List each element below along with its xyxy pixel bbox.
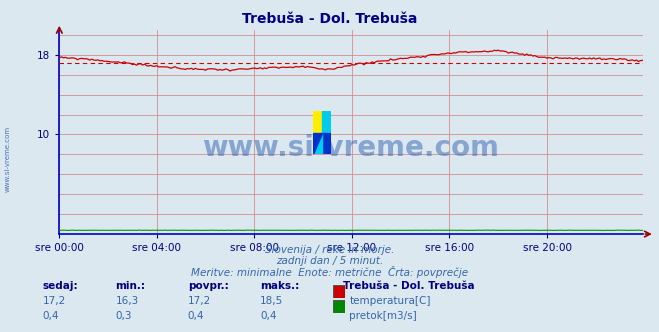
Text: Trebuša - Dol. Trebuša: Trebuša - Dol. Trebuša <box>242 12 417 26</box>
Text: 16,3: 16,3 <box>115 296 138 306</box>
Text: Slovenija / reke in morje.: Slovenija / reke in morje. <box>265 245 394 255</box>
Bar <box>313 111 322 133</box>
Text: Trebuša - Dol. Trebuša: Trebuša - Dol. Trebuša <box>343 281 474 290</box>
Text: min.:: min.: <box>115 281 146 290</box>
Text: maks.:: maks.: <box>260 281 300 290</box>
Text: 0,4: 0,4 <box>43 311 59 321</box>
Bar <box>322 111 331 133</box>
Polygon shape <box>313 133 322 154</box>
Polygon shape <box>313 133 322 154</box>
Text: Meritve: minimalne  Enote: metrične  Črta: povprečje: Meritve: minimalne Enote: metrične Črta:… <box>191 266 468 278</box>
Bar <box>322 133 331 154</box>
Text: temperatura[C]: temperatura[C] <box>349 296 431 306</box>
Text: www.si-vreme.com: www.si-vreme.com <box>202 134 500 162</box>
Text: povpr.:: povpr.: <box>188 281 229 290</box>
Text: pretok[m3/s]: pretok[m3/s] <box>349 311 417 321</box>
Text: 0,3: 0,3 <box>115 311 132 321</box>
Text: zadnji dan / 5 minut.: zadnji dan / 5 minut. <box>276 256 383 266</box>
Text: sedaj:: sedaj: <box>43 281 78 290</box>
Text: 17,2: 17,2 <box>43 296 66 306</box>
Text: 17,2: 17,2 <box>188 296 211 306</box>
Text: 0,4: 0,4 <box>260 311 277 321</box>
Text: www.si-vreme.com: www.si-vreme.com <box>5 126 11 193</box>
Text: 18,5: 18,5 <box>260 296 283 306</box>
Text: 0,4: 0,4 <box>188 311 204 321</box>
